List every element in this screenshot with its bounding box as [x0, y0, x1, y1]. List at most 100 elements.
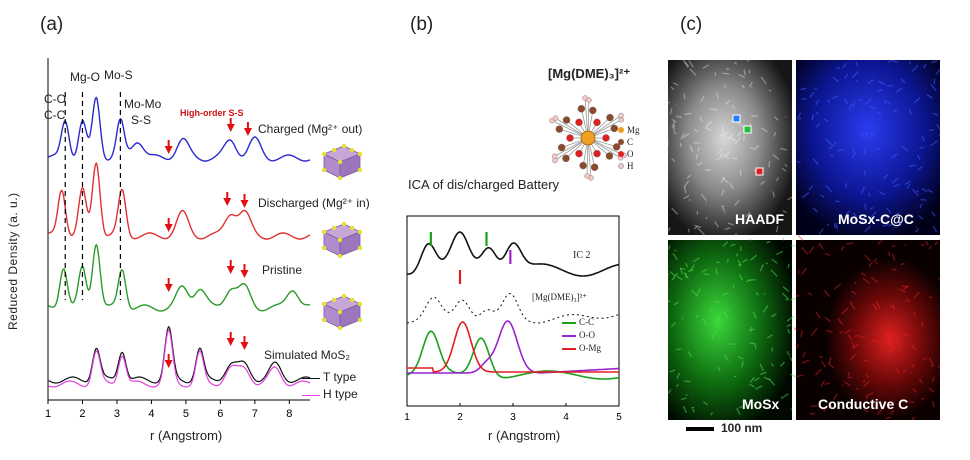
- texture-streak: [842, 62, 847, 69]
- texture-streak: [680, 397, 687, 400]
- texture-streak: [876, 408, 883, 415]
- texture-streak: [726, 309, 730, 313]
- panel-a-axes: 1 2 3 4 5 6 7 8: [45, 58, 310, 420]
- texture-streak: [854, 281, 857, 285]
- texture-streak: [749, 326, 753, 331]
- texture-streak: [730, 243, 736, 247]
- texture-streak: [904, 243, 907, 246]
- texture-streak: [909, 401, 915, 404]
- scale-bar-label: 100 nm: [721, 421, 763, 435]
- texture-streak: [734, 232, 739, 239]
- texture-streak: [921, 397, 925, 400]
- texture-streak: [701, 193, 708, 202]
- texture-streak: [781, 167, 787, 172]
- b-curve-omg: [407, 321, 619, 373]
- texture-streak: [722, 241, 729, 247]
- texture-streak: [887, 60, 893, 63]
- texture-streak: [760, 180, 766, 185]
- texture-streak: [825, 138, 833, 146]
- texture-streak: [787, 195, 795, 201]
- texture-streak: [750, 254, 758, 261]
- panel-b-legend: C-C O-O O-Mg: [562, 316, 601, 355]
- texture-streak: [891, 253, 896, 261]
- texture-streak: [911, 344, 917, 351]
- a-red-arrow: [164, 284, 173, 292]
- texture-streak: [724, 354, 729, 362]
- texture-streak: [680, 132, 685, 140]
- texture-streak: [921, 187, 928, 193]
- texture-streak: [896, 212, 900, 216]
- atom-H: [552, 115, 559, 121]
- texture-streak: [863, 380, 870, 388]
- texture-streak: [888, 222, 894, 227]
- legend-omg: O-Mg: [562, 342, 601, 355]
- texture-streak: [729, 137, 736, 142]
- texture-streak: [912, 388, 918, 393]
- tile-label-conductive-c: Conductive C: [818, 396, 909, 412]
- atom-H: [584, 173, 590, 179]
- texture-streak: [835, 222, 839, 230]
- texture-streak: [929, 128, 934, 132]
- texture-streak: [837, 317, 844, 326]
- texture-streak: [676, 348, 682, 351]
- texture-streak: [873, 258, 878, 262]
- texture-streak: [895, 368, 900, 375]
- texture-streak: [913, 97, 921, 104]
- b-curve-ic2: [406, 231, 620, 277]
- texture-streak: [898, 288, 906, 293]
- texture-streak: [671, 207, 679, 215]
- legend-oo: O-O: [562, 329, 601, 342]
- texture-streak: [913, 311, 916, 316]
- texture-streak: [695, 314, 699, 318]
- texture-streak: [684, 61, 689, 68]
- texture-streak: [850, 353, 856, 361]
- texture-streak: [858, 98, 863, 101]
- a-red-arrow: [240, 342, 249, 350]
- texture-streak: [717, 366, 721, 372]
- texture-streak: [781, 292, 790, 300]
- texture-streak: [878, 190, 885, 196]
- texture-streak: [692, 408, 695, 413]
- texture-streak: [914, 227, 920, 233]
- texture-streak: [862, 277, 870, 284]
- texture-streak: [695, 153, 699, 160]
- texture-streak: [824, 316, 831, 323]
- a-red-arrow: [164, 360, 173, 368]
- texture-streak: [815, 99, 820, 106]
- texture-streak: [697, 227, 705, 236]
- texture-streak: [903, 285, 910, 290]
- texture-streak: [716, 92, 719, 100]
- texture-streak: [911, 363, 915, 369]
- texture-streak: [886, 207, 892, 214]
- texture-streak: [847, 334, 853, 341]
- texture-streak: [852, 216, 859, 222]
- texture-streak: [812, 158, 819, 166]
- crystal-charged-icon: [321, 143, 363, 181]
- texture-streak: [763, 376, 771, 381]
- texture-streak: [852, 343, 860, 349]
- texture-streak: [745, 60, 750, 62]
- texture-streak: [780, 147, 788, 151]
- trace-label-simulated: Simulated MoS₂: [264, 348, 351, 362]
- molecule-legend-c: C: [618, 136, 640, 148]
- texture-streak: [867, 79, 874, 84]
- texture-streak: [893, 183, 900, 188]
- a-curve-pristine: [48, 243, 310, 312]
- texture-streak: [919, 146, 924, 150]
- texture-streak: [815, 311, 821, 319]
- texture-streak: [922, 358, 927, 360]
- eds-map-grid: [668, 60, 940, 420]
- panel-a-peak-markers: [64, 92, 121, 300]
- texture-streak: [720, 176, 726, 183]
- texture-streak: [785, 298, 789, 301]
- a-red-arrow: [223, 198, 232, 206]
- texture-streak: [820, 380, 826, 387]
- texture-streak: [795, 294, 800, 298]
- texture-streak: [687, 269, 694, 273]
- mosx-tile: [668, 240, 792, 420]
- texture-streak: [801, 267, 807, 276]
- texture-streak: [687, 350, 693, 358]
- texture-streak: [705, 120, 713, 128]
- texture-streak: [900, 262, 905, 266]
- texture-streak: [749, 146, 757, 151]
